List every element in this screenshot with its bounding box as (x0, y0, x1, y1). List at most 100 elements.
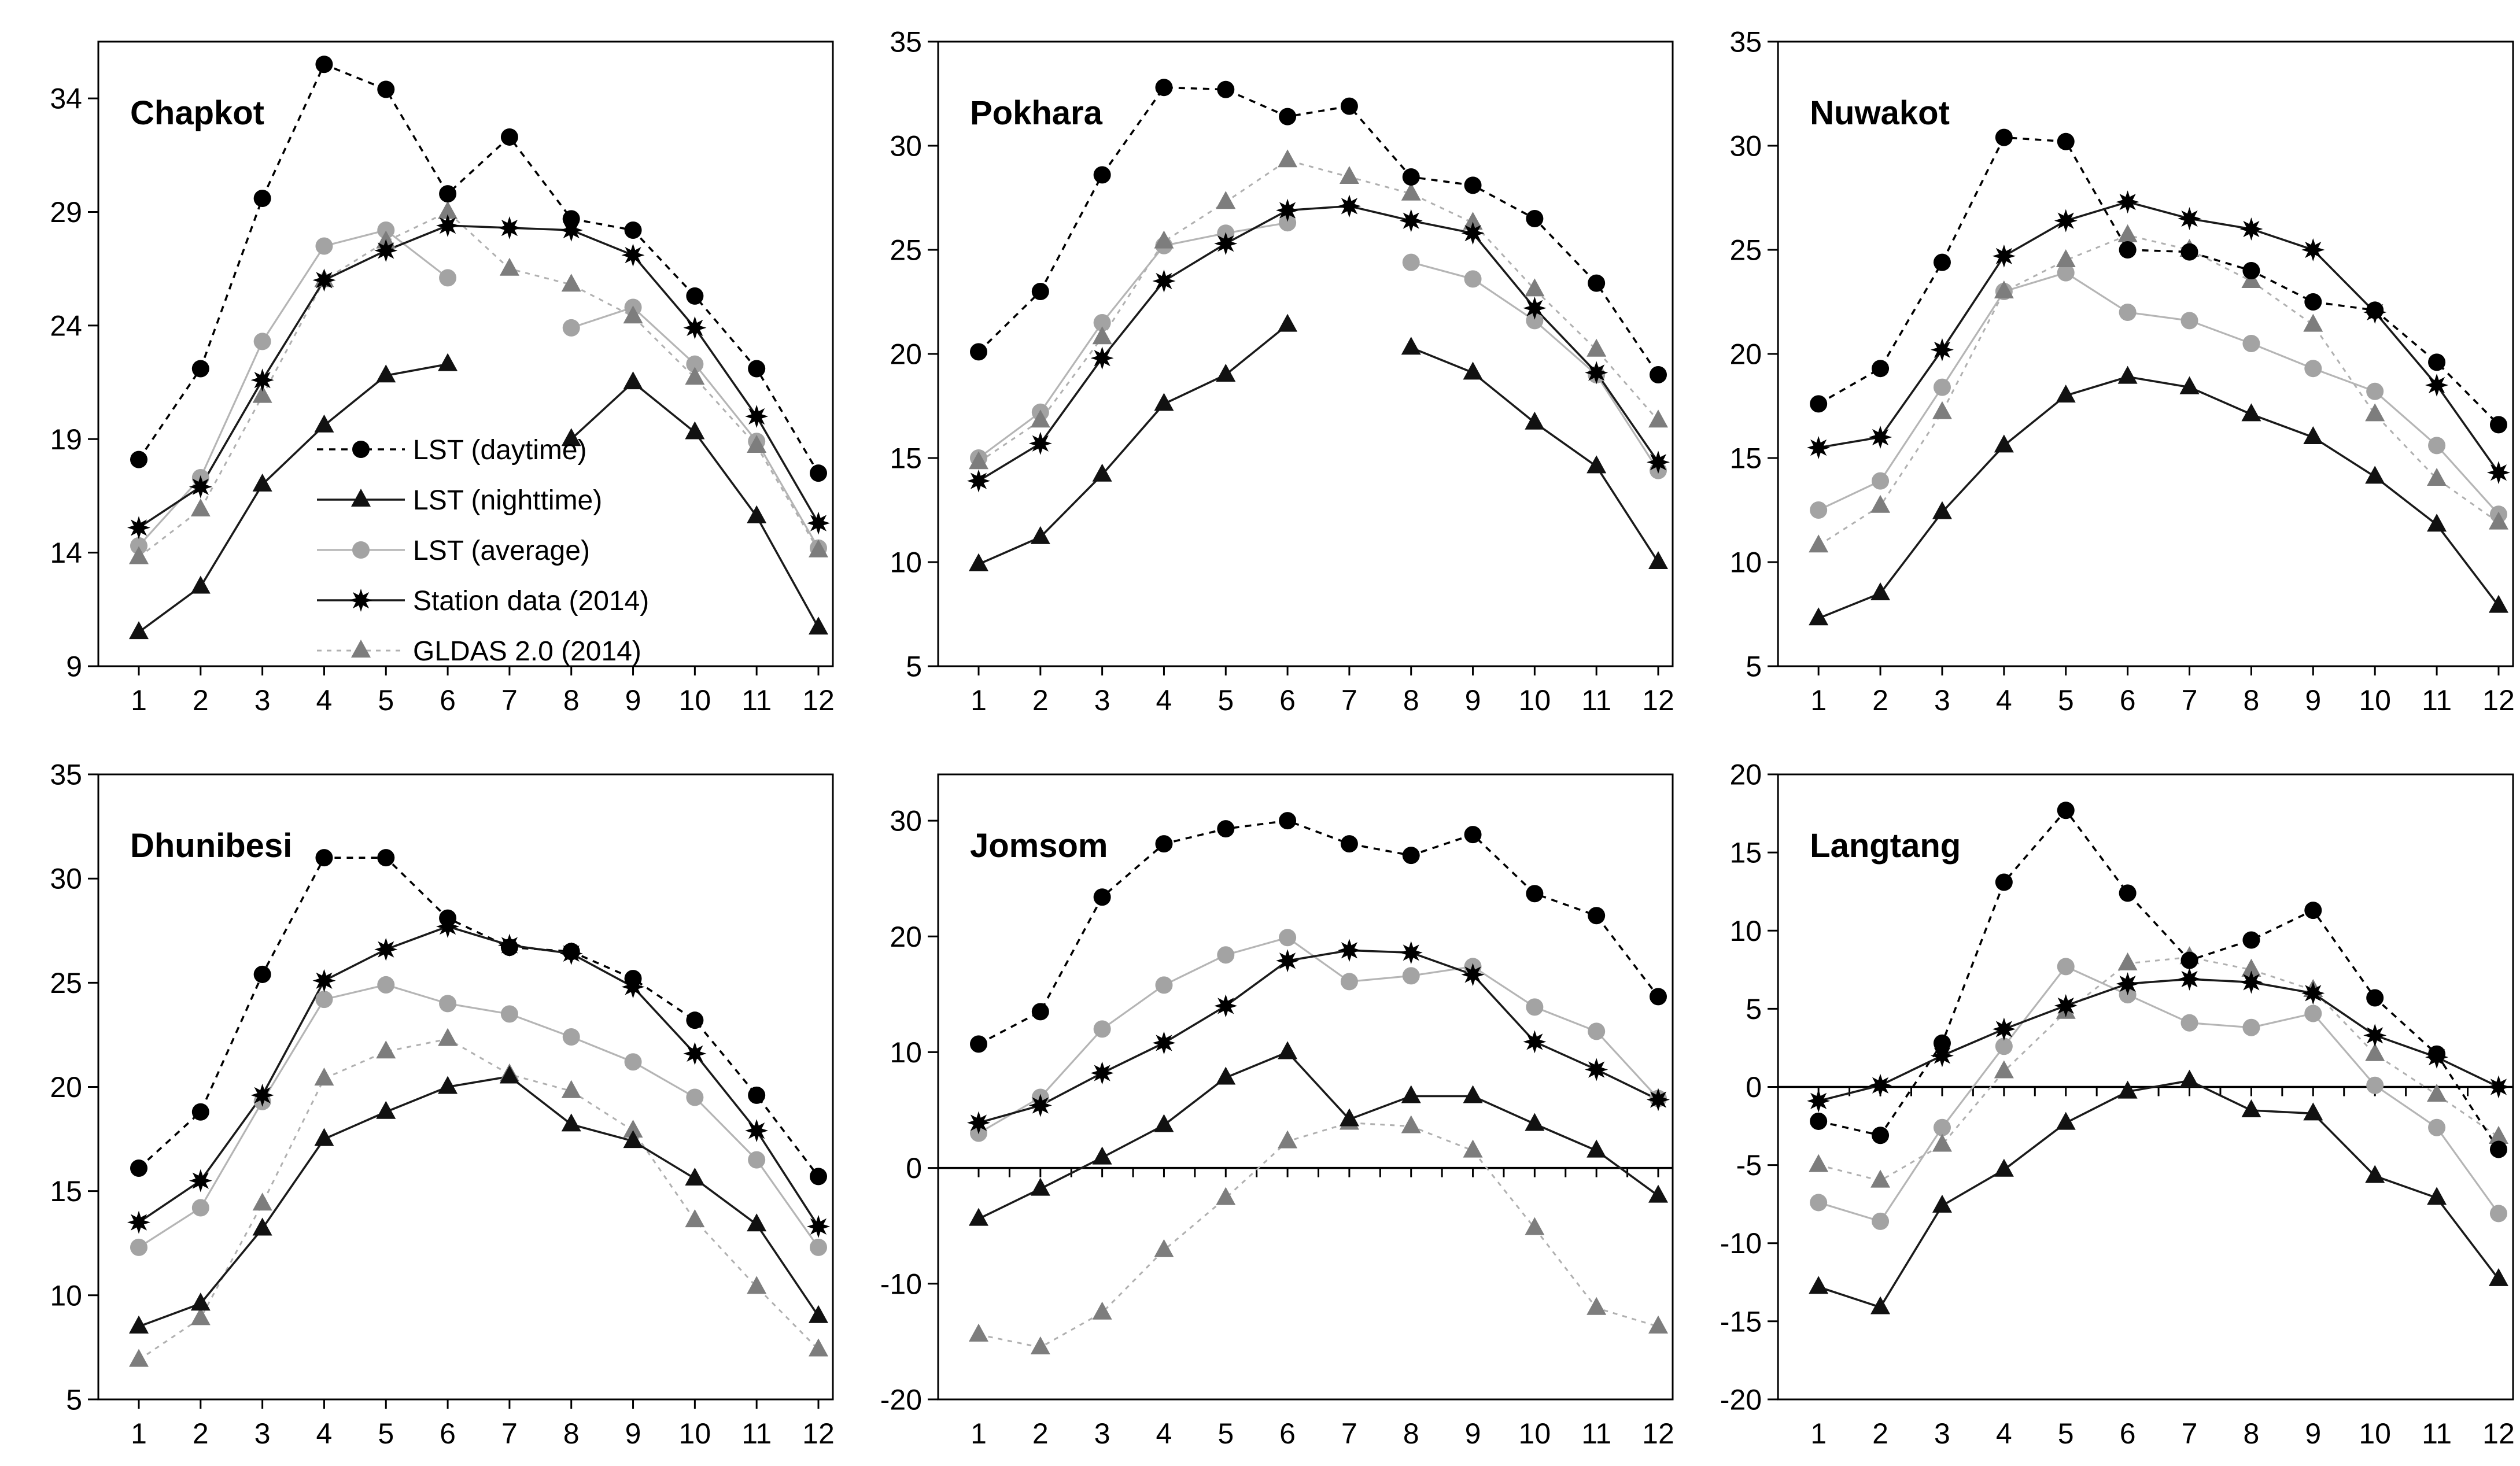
x-axis-label: 12 (2482, 1417, 2515, 1450)
series-station-marker (1214, 994, 1238, 1018)
y-axis-tick-label: 35 (890, 26, 922, 58)
x-axis-label: 10 (1519, 684, 1551, 717)
series-nighttime-marker (190, 1293, 211, 1311)
series-daytime-marker (1340, 97, 1358, 115)
series-gldas-marker (129, 1349, 149, 1367)
series-nighttime-marker (2303, 1102, 2323, 1121)
series-average-marker (748, 1151, 766, 1169)
legend-sample-marker-nighttime (351, 489, 371, 507)
series-average-marker (377, 976, 395, 994)
x-axis-label: 7 (1341, 1417, 1357, 1450)
series-average-marker (253, 333, 271, 350)
x-axis-label: 2 (1032, 1417, 1049, 1450)
x-axis-label: 11 (741, 1417, 772, 1450)
series-daytime-marker (1093, 166, 1111, 184)
series-gldas-marker (438, 1028, 458, 1046)
series-gldas-marker (2303, 313, 2323, 332)
series-station-marker (2363, 301, 2387, 324)
series-gldas-marker (623, 305, 643, 324)
series-station-marker (1461, 963, 1485, 987)
series-nighttime-marker (969, 1207, 988, 1226)
series-gldas-marker (1154, 1239, 1174, 1257)
y-axis-tick-label: 19 (50, 423, 82, 456)
series-daytime-marker (1031, 283, 1049, 300)
x-axis-label: 11 (2422, 1417, 2452, 1450)
y-axis-tick-label: 25 (1729, 234, 1762, 267)
series-gldas-marker (1932, 1133, 1952, 1152)
x-axis-label: 12 (1642, 1417, 1674, 1450)
series-nighttime-marker (1525, 411, 1545, 430)
series-nighttime-marker (1463, 361, 1483, 380)
series-station-marker (2486, 1075, 2510, 1099)
x-axis-label: 6 (2120, 1417, 2136, 1450)
series-gldas-marker (1216, 1187, 1236, 1205)
series-gldas-marker (1278, 149, 1298, 168)
x-axis-label: 7 (2182, 684, 2198, 717)
series-station-marker (683, 1042, 707, 1065)
series-daytime-marker (1402, 168, 1420, 186)
series-nighttime-marker (1154, 1114, 1174, 1132)
series-station-marker (436, 915, 460, 939)
series-gldas-marker (2488, 1125, 2508, 1144)
y-axis-tick-label: 29 (50, 196, 82, 228)
series-station-marker (2054, 209, 2078, 232)
series-average-marker (2489, 1205, 2507, 1223)
series-daytime-marker (377, 849, 395, 867)
plot-frame (1777, 40, 2514, 667)
series-average-marker (191, 1199, 209, 1217)
series-nighttime-marker (2179, 1069, 2200, 1088)
series-daytime-marker (2304, 902, 2322, 920)
series-gldas-line (138, 1038, 820, 1361)
y-axis-tick-label: 5 (1746, 651, 1762, 683)
series-nighttime-marker (561, 1113, 581, 1132)
y-axis-tick-label: 25 (890, 234, 922, 267)
series-nighttime-line (978, 1051, 1659, 1220)
series-nighttime-marker (2488, 1268, 2508, 1286)
series-average-marker (1093, 1020, 1111, 1038)
series-station-marker (2425, 1046, 2449, 1069)
series-nighttime-marker (376, 1101, 396, 1119)
legend-sample-marker-average (352, 541, 370, 559)
series-station-marker (1992, 244, 2016, 268)
series-nighttime-marker (1586, 1139, 1607, 1158)
series-nighttime-marker (2303, 426, 2323, 444)
x-axis-label: 3 (254, 1417, 271, 1450)
series-gldas-marker (2117, 224, 2138, 242)
series-average-marker (686, 1088, 704, 1106)
series-station-marker (2178, 968, 2201, 991)
series-gldas-marker (2365, 1043, 2385, 1061)
x-axis-label: 2 (1872, 684, 1888, 717)
series-daytime-line (138, 856, 820, 1177)
series-station-line (1818, 978, 2499, 1102)
y-axis-tick-label: 30 (890, 805, 922, 837)
series-gldas-marker (1278, 1130, 1298, 1149)
series-station-marker (312, 969, 336, 992)
x-axis-label: 5 (2058, 684, 2074, 717)
x-axis-label: 3 (254, 684, 271, 717)
series-nighttime-marker (1525, 1113, 1545, 1131)
x-axis-label: 9 (625, 684, 641, 717)
series-nighttime-marker (685, 421, 705, 440)
series-station-line (978, 205, 1659, 482)
x-axis-label: 1 (1810, 684, 1827, 717)
y-axis-tick-label: 10 (50, 1279, 82, 1312)
series-average-marker (1872, 472, 1890, 490)
series-daytime-marker (1155, 79, 1173, 97)
series-average-marker (1526, 312, 1544, 330)
series-daytime-marker (2057, 802, 2075, 819)
x-axis-label: 10 (679, 1417, 711, 1450)
series-daytime-marker (2366, 989, 2384, 1007)
series-daytime-marker (1650, 988, 1667, 1006)
series-nighttime-marker (252, 473, 272, 492)
series-gldas-marker (969, 1323, 988, 1342)
y-axis-tick-label: 25 (50, 967, 82, 999)
series-gldas-marker (685, 1209, 705, 1228)
legend-label-station: Station data (2014) (413, 586, 649, 616)
series-nighttime-marker (1092, 1146, 1112, 1165)
series-gldas-marker (809, 539, 828, 557)
series-nighttime-marker (314, 1128, 334, 1146)
series-average-line (1818, 271, 2500, 515)
series-daytime-marker (1588, 274, 1606, 292)
y-axis-tick-label: 20 (1729, 338, 1762, 371)
